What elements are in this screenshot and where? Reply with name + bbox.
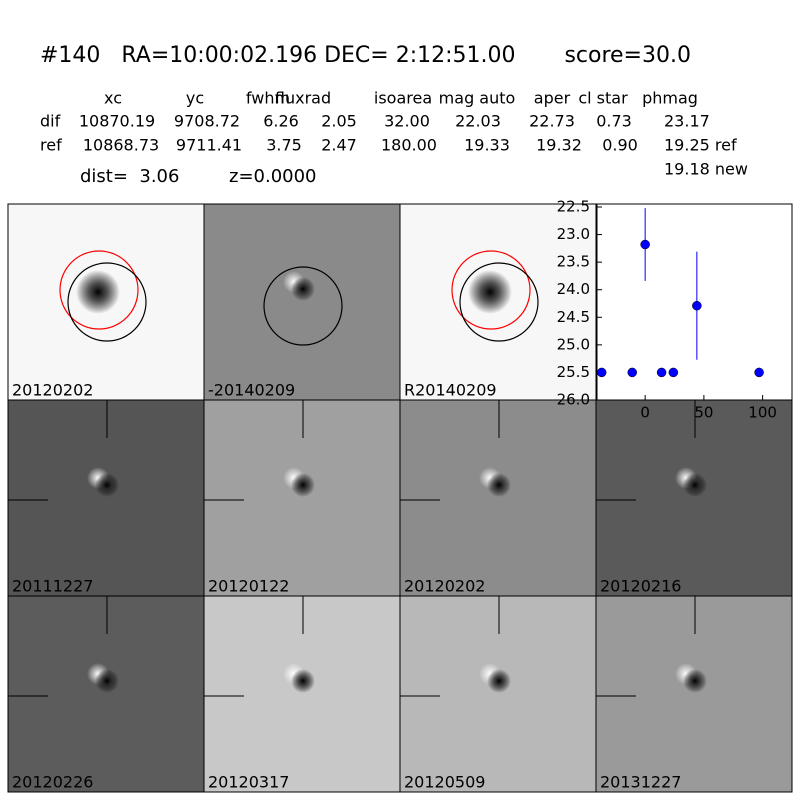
redshift: z=0.0000: [229, 166, 317, 187]
ref-circle: [451, 250, 531, 330]
column-header: phmag: [642, 89, 698, 108]
stamp: [399, 595, 597, 793]
stamp-label: 20120216: [600, 577, 681, 596]
title: #140 RA=10:00:02.196 DEC= 2:12:51.00 sco…: [40, 43, 691, 68]
stamp: [7, 595, 205, 793]
stamp-label: 20111227: [12, 577, 93, 596]
table-cell: 6.26: [263, 112, 299, 131]
table-cell: 3.75: [266, 136, 302, 155]
column-header: fwhm: [246, 89, 290, 108]
stamp-label: 20131227: [600, 773, 681, 792]
stamp: [203, 203, 401, 401]
column-header: yc: [186, 89, 204, 108]
table-cell: 2.47: [321, 136, 357, 155]
point: [627, 367, 637, 378]
column-header: fluxrad: [275, 89, 331, 108]
stamp-label: 20120202: [404, 577, 485, 596]
table-cell: 19.25 ref: [664, 136, 737, 155]
stamp-label: -20140209: [208, 381, 295, 400]
table-cell: 22.03: [455, 112, 501, 131]
column-header: cl star: [578, 89, 628, 108]
stamps: 20120202 -20140209 R20140209 20111227 201201…: [7, 203, 793, 793]
table-cell: 0.90: [602, 136, 638, 155]
stamp-label: 20120122: [208, 577, 289, 596]
point: [640, 239, 650, 250]
stamp-label: 20120509: [404, 773, 485, 792]
point: [692, 300, 702, 311]
table-cell: 22.73: [529, 112, 575, 131]
column-header: isoarea: [374, 89, 432, 108]
aperture-circle: [263, 266, 343, 346]
table-cell: 10870.19: [79, 112, 155, 131]
table-cell: 19.33: [464, 136, 510, 155]
y-tick-label: 23.5: [557, 253, 590, 271]
table-cell: 32.00: [384, 112, 430, 131]
table-cell: 2.05: [321, 112, 357, 131]
stamp: [203, 399, 401, 597]
stamp: [399, 399, 597, 597]
aperture-circle: [67, 262, 147, 342]
stamp: [595, 595, 793, 793]
table-cell: 9708.72: [174, 112, 240, 131]
y-tick-label: 22.5: [557, 198, 590, 216]
y-tick-label: 25.5: [557, 363, 590, 381]
plot: 22.5 23.0 23.5 24.0 24.5 25.0 25.5 26.0 0 50 100: [557, 198, 793, 422]
y-tick-label: 26.0: [557, 391, 590, 409]
y-tick-label: 25.0: [557, 335, 590, 353]
table-cell: 0.73: [596, 112, 632, 131]
stamp-label: 20120317: [208, 773, 289, 792]
y-tick-label: 23.0: [557, 225, 590, 243]
stamp: [595, 399, 793, 597]
y-tick-label: 24.0: [557, 280, 590, 298]
table-cell: ref: [40, 136, 62, 155]
table-cell: dif: [40, 112, 61, 131]
point: [596, 367, 607, 378]
negative-lobe: [291, 277, 315, 301]
negative-lobe: [95, 669, 119, 693]
stamp: [7, 399, 205, 597]
source: [76, 270, 120, 314]
x-tick-label: 50: [694, 404, 713, 422]
stamp-label: R20140209: [404, 381, 497, 400]
dist: dist= 3.06: [80, 166, 179, 187]
table-cell: 10868.73: [83, 136, 159, 155]
x-tick-label: 100: [748, 404, 777, 422]
negative-lobe: [487, 669, 511, 693]
negative-lobe: [683, 473, 707, 497]
negative-lobe: [291, 473, 315, 497]
aperture-circle: [459, 262, 539, 342]
ref-circle: [59, 250, 139, 330]
source: [468, 270, 512, 314]
table-cell: 180.00: [381, 136, 437, 155]
table-cell: 9711.41: [176, 136, 242, 155]
negative-lobe: [291, 669, 315, 693]
point: [656, 367, 667, 378]
column-header: mag auto: [439, 89, 516, 108]
x-tick-label: 0: [640, 404, 650, 422]
stamp-label: 20120202: [12, 381, 93, 400]
negative-lobe: [683, 669, 707, 693]
y-tick-label: 24.5: [557, 308, 590, 326]
table-cell: 19.32: [536, 136, 582, 155]
stamp: [203, 595, 401, 793]
new-mag: 19.18 new: [664, 160, 748, 179]
negative-lobe: [95, 473, 119, 497]
stamp-label: 20120226: [12, 773, 93, 792]
table-cell: 23.17: [664, 112, 710, 131]
column-header: aper: [534, 89, 571, 108]
point: [668, 367, 679, 378]
point: [754, 367, 764, 378]
column-header: xc: [104, 89, 122, 108]
negative-lobe: [487, 473, 511, 497]
